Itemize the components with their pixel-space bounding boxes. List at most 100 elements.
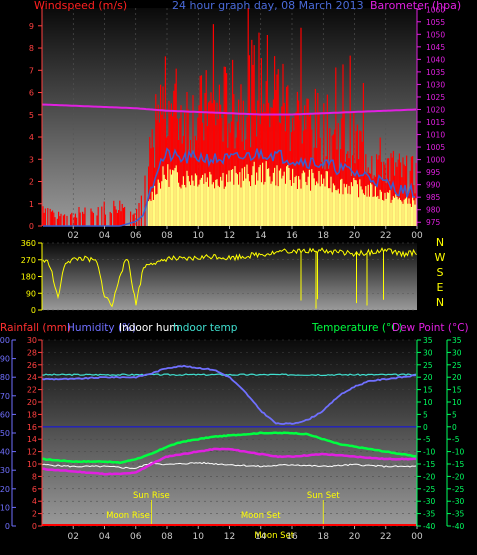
temp-x-tick-label: 16 (286, 532, 298, 542)
wind-x-tick-label: 10 (193, 231, 205, 241)
direction-tick-label: 90 (26, 289, 36, 298)
compass-label-w: W (435, 251, 446, 264)
wind-direction-line (42, 247, 417, 308)
wind-x-tick-label: 18 (318, 231, 330, 241)
humidity-tick-label: 0 (5, 522, 10, 531)
temperature-tick-label: 30 (423, 348, 433, 357)
windspeed-tick-label: 2 (29, 178, 34, 187)
indoor-hum-line (41, 461, 417, 470)
rainfall-tick-label: 0 (32, 522, 37, 531)
dewpoint-tick-label: -5 (452, 435, 460, 444)
barometer-tick-label: 1015 (426, 118, 445, 127)
temperature-tick-label: -30 (423, 497, 435, 506)
temp-x-tick-label: 18 (318, 532, 330, 542)
temp-series-layer (41, 364, 417, 526)
barometer-tick-label: 980 (426, 206, 441, 215)
barometer-line (41, 103, 417, 116)
barometer-axis-ticks: 975 980 985 990 995 1000 1005 1010 1015 1020 1025 1… (416, 5, 445, 227)
temperature-tick-label: 15 (423, 386, 433, 395)
rainfall-tick-label: 14 (27, 435, 37, 444)
humidity-axis-ticks: 0 10 20 30 40 50 60 70 80 90 100 (0, 336, 16, 531)
barometer-tick-label: 1025 (426, 93, 445, 102)
dewpoint-tick-label: 10 (452, 398, 462, 407)
dew-point-line (42, 447, 417, 476)
humidity-tick-label: 10 (0, 503, 10, 512)
humidity-tick-label: 100 (0, 336, 10, 345)
dewpoint-tick-label: -30 (452, 497, 464, 506)
windspeed-axis-title: Windspeed (m/s) (34, 0, 127, 12)
barometer-tick-label: 1010 (426, 131, 445, 140)
rainfall-tick-label: 24 (27, 373, 37, 382)
humidity-tick-label: 50 (0, 429, 10, 438)
dewpoint-tick-label: 15 (452, 386, 462, 395)
windspeed-tick-label: 4 (29, 133, 34, 142)
windspeed-tick-label: 3 (29, 155, 34, 164)
barometer-tick-label: 1030 (426, 80, 445, 89)
wind-x-tick-label: 04 (99, 231, 111, 241)
temperature-tick-label: -5 (423, 435, 431, 444)
direction-tick-label: 0 (31, 306, 36, 315)
humidity-tick-label: 30 (0, 466, 10, 475)
direction-tick-label: 360 (21, 239, 36, 248)
temperature-tick-label: -35 (423, 510, 435, 519)
temp-x-tick-label: 06 (130, 532, 142, 542)
windspeed-tick-label: 8 (29, 44, 34, 53)
temperature-tick-label: 5 (423, 410, 428, 419)
dewpoint-tick-label: 25 (452, 361, 462, 370)
barometer-tick-label: 1055 (426, 18, 445, 27)
dewpoint-tick-label: -20 (452, 472, 464, 481)
wind-x-tick-label: 12 (224, 231, 235, 241)
barometer-tick-label: 1035 (426, 68, 445, 77)
windspeed-tick-label: 1 (29, 200, 34, 209)
humidity-line (41, 364, 417, 425)
annotation-moon-set: Moon Set (241, 511, 281, 521)
temperature-humidity-panel: Sun Rise Sun Set Moon Rise Moon Set Moon Set… (0, 322, 469, 542)
dewpoint-tick-label: 35 (452, 336, 462, 345)
annotation-moon-set: Moon Set (254, 531, 294, 541)
rainfall-tick-label: 18 (27, 410, 37, 419)
dewpoint-tick-label: -25 (452, 485, 464, 494)
rainfall-tick-label: 28 (27, 348, 37, 357)
barometer-tick-label: 975 (426, 218, 441, 227)
barometer-tick-label: 1000 (426, 156, 445, 165)
direction-series-layer (42, 247, 417, 309)
wind-x-tick-label: 08 (161, 231, 173, 241)
temperature-tick-label: -15 (423, 460, 435, 469)
temperature-tick-label: 0 (423, 423, 428, 432)
rainfall-tick-label: 20 (27, 398, 37, 407)
temperature-tick-label: -20 (423, 472, 435, 481)
windspeed-tick-label: 6 (29, 89, 34, 98)
wind-x-axis-ticks: 02 04 06 08 10 12 14 16 18 20 22 00 (68, 226, 423, 241)
legend-dew-point: Dew Point (°C) (392, 322, 469, 334)
wind-x-tick-label: 20 (349, 231, 361, 241)
barometer-tick-label: 1050 (426, 30, 445, 39)
legend-rainfall: Rainfall (mm) (0, 322, 71, 334)
barometer-tick-label: 1045 (426, 43, 445, 52)
temperature-tick-label: -10 (423, 448, 435, 457)
wind-series-layer (41, 8, 417, 227)
temp-x-tick-label: 20 (349, 532, 361, 542)
temp-x-axis-ticks: 02 04 06 08 10 12 14 16 18 20 22 00 (68, 526, 423, 542)
temperature-tick-label: 25 (423, 361, 433, 370)
rainfall-tick-label: 30 (27, 336, 37, 345)
rainfall-tick-label: 22 (27, 386, 37, 395)
direction-axis-ticks: 0 90 180 270 360 (21, 239, 43, 315)
legend-temperature: Temperature (°C) (311, 322, 403, 334)
wind-x-tick-label: 14 (255, 231, 267, 241)
annotation-moon-rise: Moon Rise (106, 511, 150, 521)
dewpoint-tick-label: 30 (452, 348, 462, 357)
windspeed-tick-label: 9 (29, 22, 34, 31)
temperature-tick-label: -25 (423, 485, 435, 494)
dewpoint-tick-label: -10 (452, 448, 464, 457)
temp-x-tick-label: 22 (380, 532, 391, 542)
temperature-axis-ticks: -40 -40 -35 -35 -30 -30 -25 -25 -20 -20 -15 -15 -10 -… (416, 336, 464, 531)
barometer-tick-label: 985 (426, 193, 441, 202)
wind-x-tick-label: 06 (130, 231, 142, 241)
temperature-tick-label: 35 (423, 336, 433, 345)
sun-moon-annotations: Sun Rise Sun Set Moon Rise Moon Set Moon Set (106, 491, 340, 541)
temperature-tick-label: 20 (423, 373, 433, 382)
dewpoint-tick-label: -40 (452, 522, 464, 531)
